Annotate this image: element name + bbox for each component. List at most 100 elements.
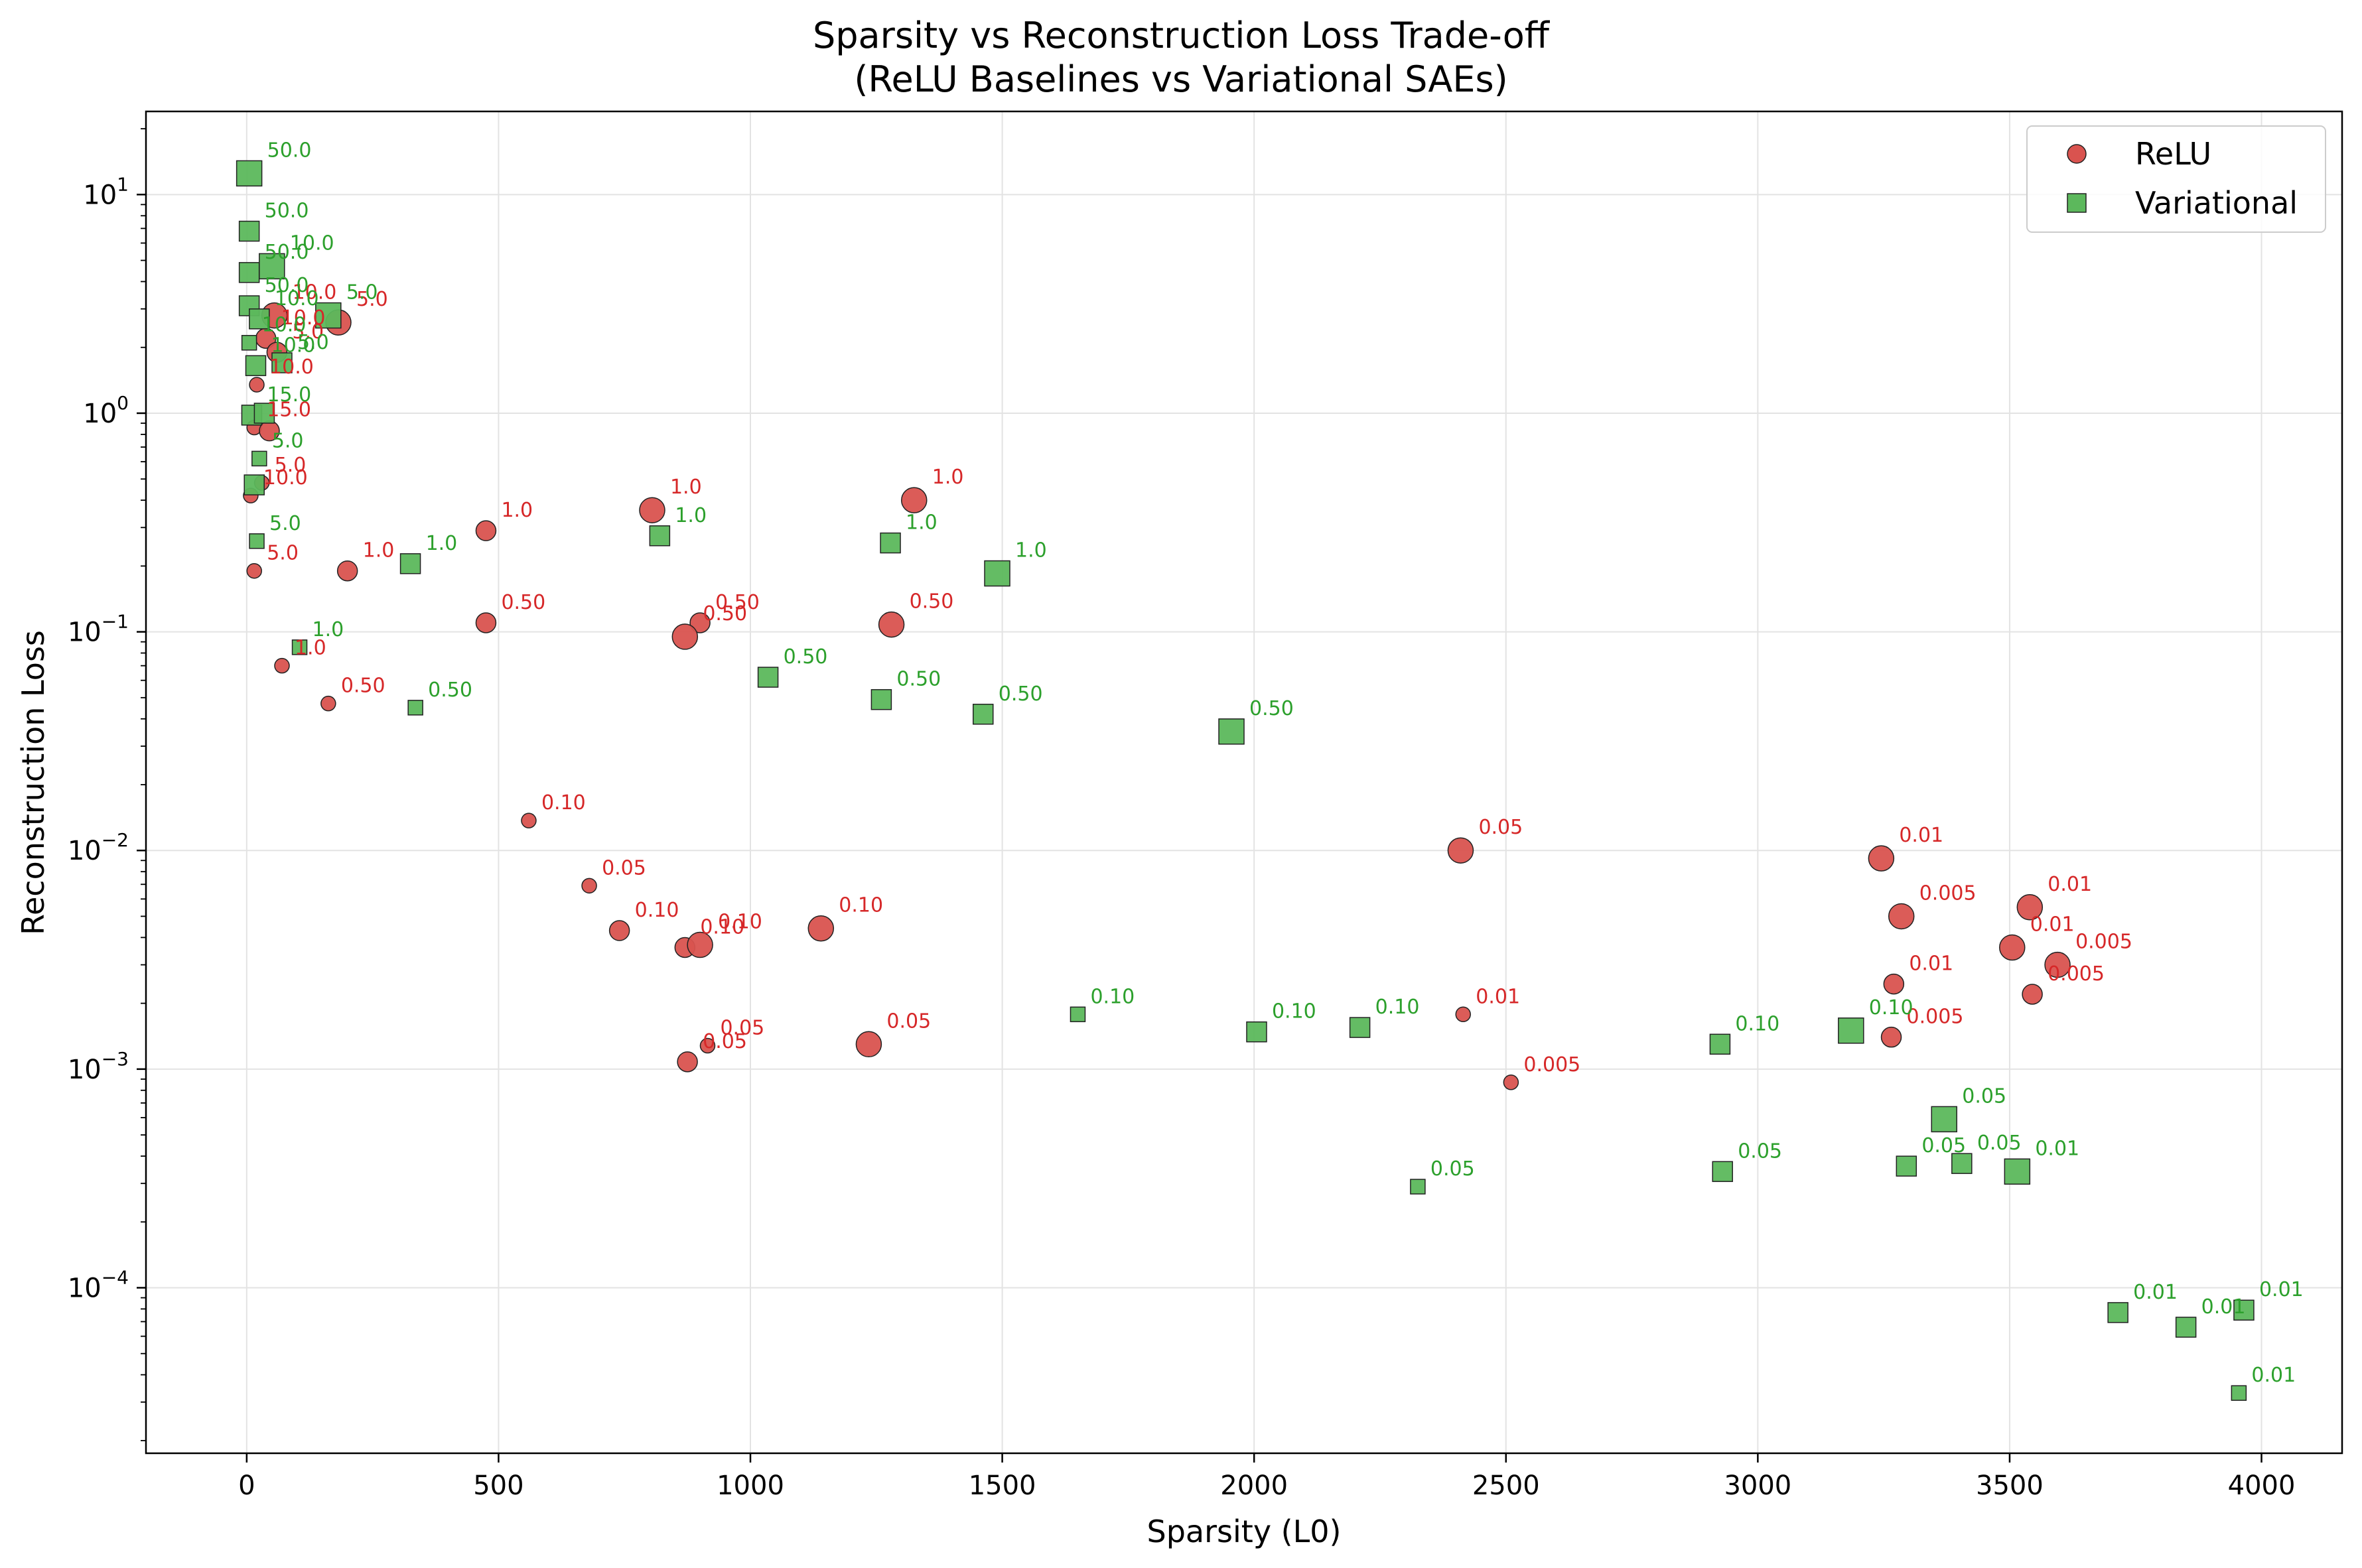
point-labels: 5.010.010.05.010.015.010.05.05.0 1.01.01.…: [262, 139, 2304, 1387]
relu-point: [687, 931, 713, 958]
variational-point: [1246, 1021, 1267, 1043]
variational-point-label: 0.01: [2251, 1364, 2296, 1387]
variational-point-label: 50.0: [265, 241, 309, 264]
relu-point-label: 0.50: [703, 602, 747, 625]
variational-point-label: 1.0: [313, 618, 344, 641]
variational-point-label: 15.0: [267, 383, 311, 407]
variational-point-label: 5.0: [297, 331, 329, 354]
relu-point-label: 0.10: [839, 894, 883, 917]
relu-point: [1880, 1026, 1902, 1048]
relu-point: [689, 612, 711, 633]
legend-marker-relu: [2067, 144, 2087, 164]
variational-point: [241, 334, 257, 351]
variational-point: [1218, 718, 1245, 745]
variational-point: [870, 688, 892, 710]
variational-point: [249, 533, 265, 549]
relu-point: [475, 520, 497, 541]
relu-point: [807, 915, 835, 942]
variational-point-label: 0.10: [1090, 985, 1135, 1008]
relu-point-label: 0.05: [720, 1017, 764, 1040]
relu-point-label: 10.0: [293, 281, 337, 304]
variational-point-label: 1.0: [426, 532, 458, 555]
variational-point-label: 0.01: [2035, 1137, 2079, 1160]
variational-point-label: 0.01: [2133, 1281, 2178, 1304]
variational-point-label: 0.10: [1272, 1000, 1316, 1023]
variational-point: [649, 525, 671, 547]
relu-point-label: 1.0: [670, 476, 702, 499]
variational-point-label: 10.0: [262, 314, 307, 337]
variational-point: [1931, 1106, 1958, 1133]
variational-point: [2107, 1302, 2128, 1323]
relu-point-label: 0.01: [2030, 913, 2075, 936]
relu-point-label: 0.05: [886, 1010, 931, 1033]
relu-point-label: 0.01: [2048, 873, 2092, 896]
relu-point: [677, 1051, 698, 1073]
variational-point: [407, 700, 423, 716]
variational-point-label: 50.0: [267, 139, 312, 162]
relu-point-label: 0.50: [341, 675, 385, 698]
variational-point-label: 0.50: [999, 683, 1043, 706]
relu-point: [878, 611, 905, 638]
relu-point-label: 5.0: [275, 454, 307, 477]
y-tick-label: 10−2: [68, 829, 129, 866]
relu-point-label: 0.50: [501, 591, 545, 614]
relu-point: [671, 623, 699, 650]
variational-point-label: 0.10: [1375, 996, 1420, 1019]
variational-point: [271, 352, 293, 373]
variational-point-label: 50.0: [265, 274, 309, 297]
relu-point-label: 5.0: [356, 288, 388, 311]
relu-point-label: 10.0: [263, 466, 308, 490]
relu-point-label: 0.005: [1907, 1006, 1964, 1029]
data-points: [236, 160, 2255, 1401]
variational-point: [1712, 1161, 1733, 1183]
variational-point: [1838, 1017, 1864, 1044]
relu-point-label: 0.10: [700, 915, 744, 939]
relu-point-label: 0.005: [1523, 1053, 1580, 1077]
relu-point-label: 1.0: [363, 539, 395, 562]
relu-point-label: 5.0: [292, 320, 324, 344]
x-axis-label: Sparsity (L0): [1147, 1514, 1342, 1549]
chart-title-line-2: (ReLU Baselines vs Variational SAEs): [854, 58, 1507, 100]
relu-point: [1447, 837, 1474, 864]
variational-point-label: 0.05: [1977, 1132, 2022, 1155]
variational-point-label: 0.05: [1430, 1157, 1475, 1181]
relu-point-label: 0.05: [703, 1030, 747, 1053]
variational-point: [1951, 1153, 1973, 1174]
variational-point-label: 5.0: [346, 281, 378, 304]
x-tick-label: 2500: [1472, 1470, 1540, 1501]
relu-point: [320, 695, 336, 712]
x-tick-label: 1500: [969, 1470, 1036, 1501]
variational-point: [245, 355, 267, 377]
variational-point-label: 50.0: [265, 200, 309, 223]
variational-point: [880, 532, 901, 554]
x-tick-label: 1000: [717, 1470, 784, 1501]
variational-point: [2231, 1385, 2247, 1401]
relu-point: [1503, 1075, 1519, 1090]
variational-point: [2175, 1317, 2197, 1338]
variational-point-label: 5.0: [272, 429, 304, 452]
relu-point-label: 0.01: [1476, 985, 1520, 1008]
variational-point-label: 1.0: [1015, 539, 1047, 562]
variational-point: [238, 262, 260, 283]
relu-point-label: 0.05: [602, 856, 646, 880]
y-tick-label: 10−1: [68, 611, 129, 648]
relu-point: [639, 497, 665, 523]
variational-point-label: 0.01: [2201, 1295, 2246, 1319]
relu-point-label: 0.10: [635, 899, 679, 922]
relu-point: [855, 1031, 882, 1058]
x-tick-label: 500: [473, 1470, 523, 1501]
relu-point: [699, 1037, 716, 1054]
x-tick-label: 3000: [1724, 1470, 1791, 1501]
relu-point-label: 0.01: [1899, 824, 1943, 847]
relu-point: [336, 560, 358, 582]
relu-point-label: 1.0: [295, 637, 326, 660]
variational-point: [249, 308, 270, 330]
variational-point: [1709, 1033, 1731, 1055]
variational-point: [399, 553, 421, 574]
relu-point: [1883, 973, 1905, 995]
variational-point-label: 0.10: [1735, 1012, 1779, 1035]
relu-point: [1888, 903, 1915, 930]
variational-point: [291, 639, 308, 655]
variational-point-label: 5.0: [269, 512, 301, 535]
y-axis-label: Reconstruction Loss: [15, 630, 51, 935]
